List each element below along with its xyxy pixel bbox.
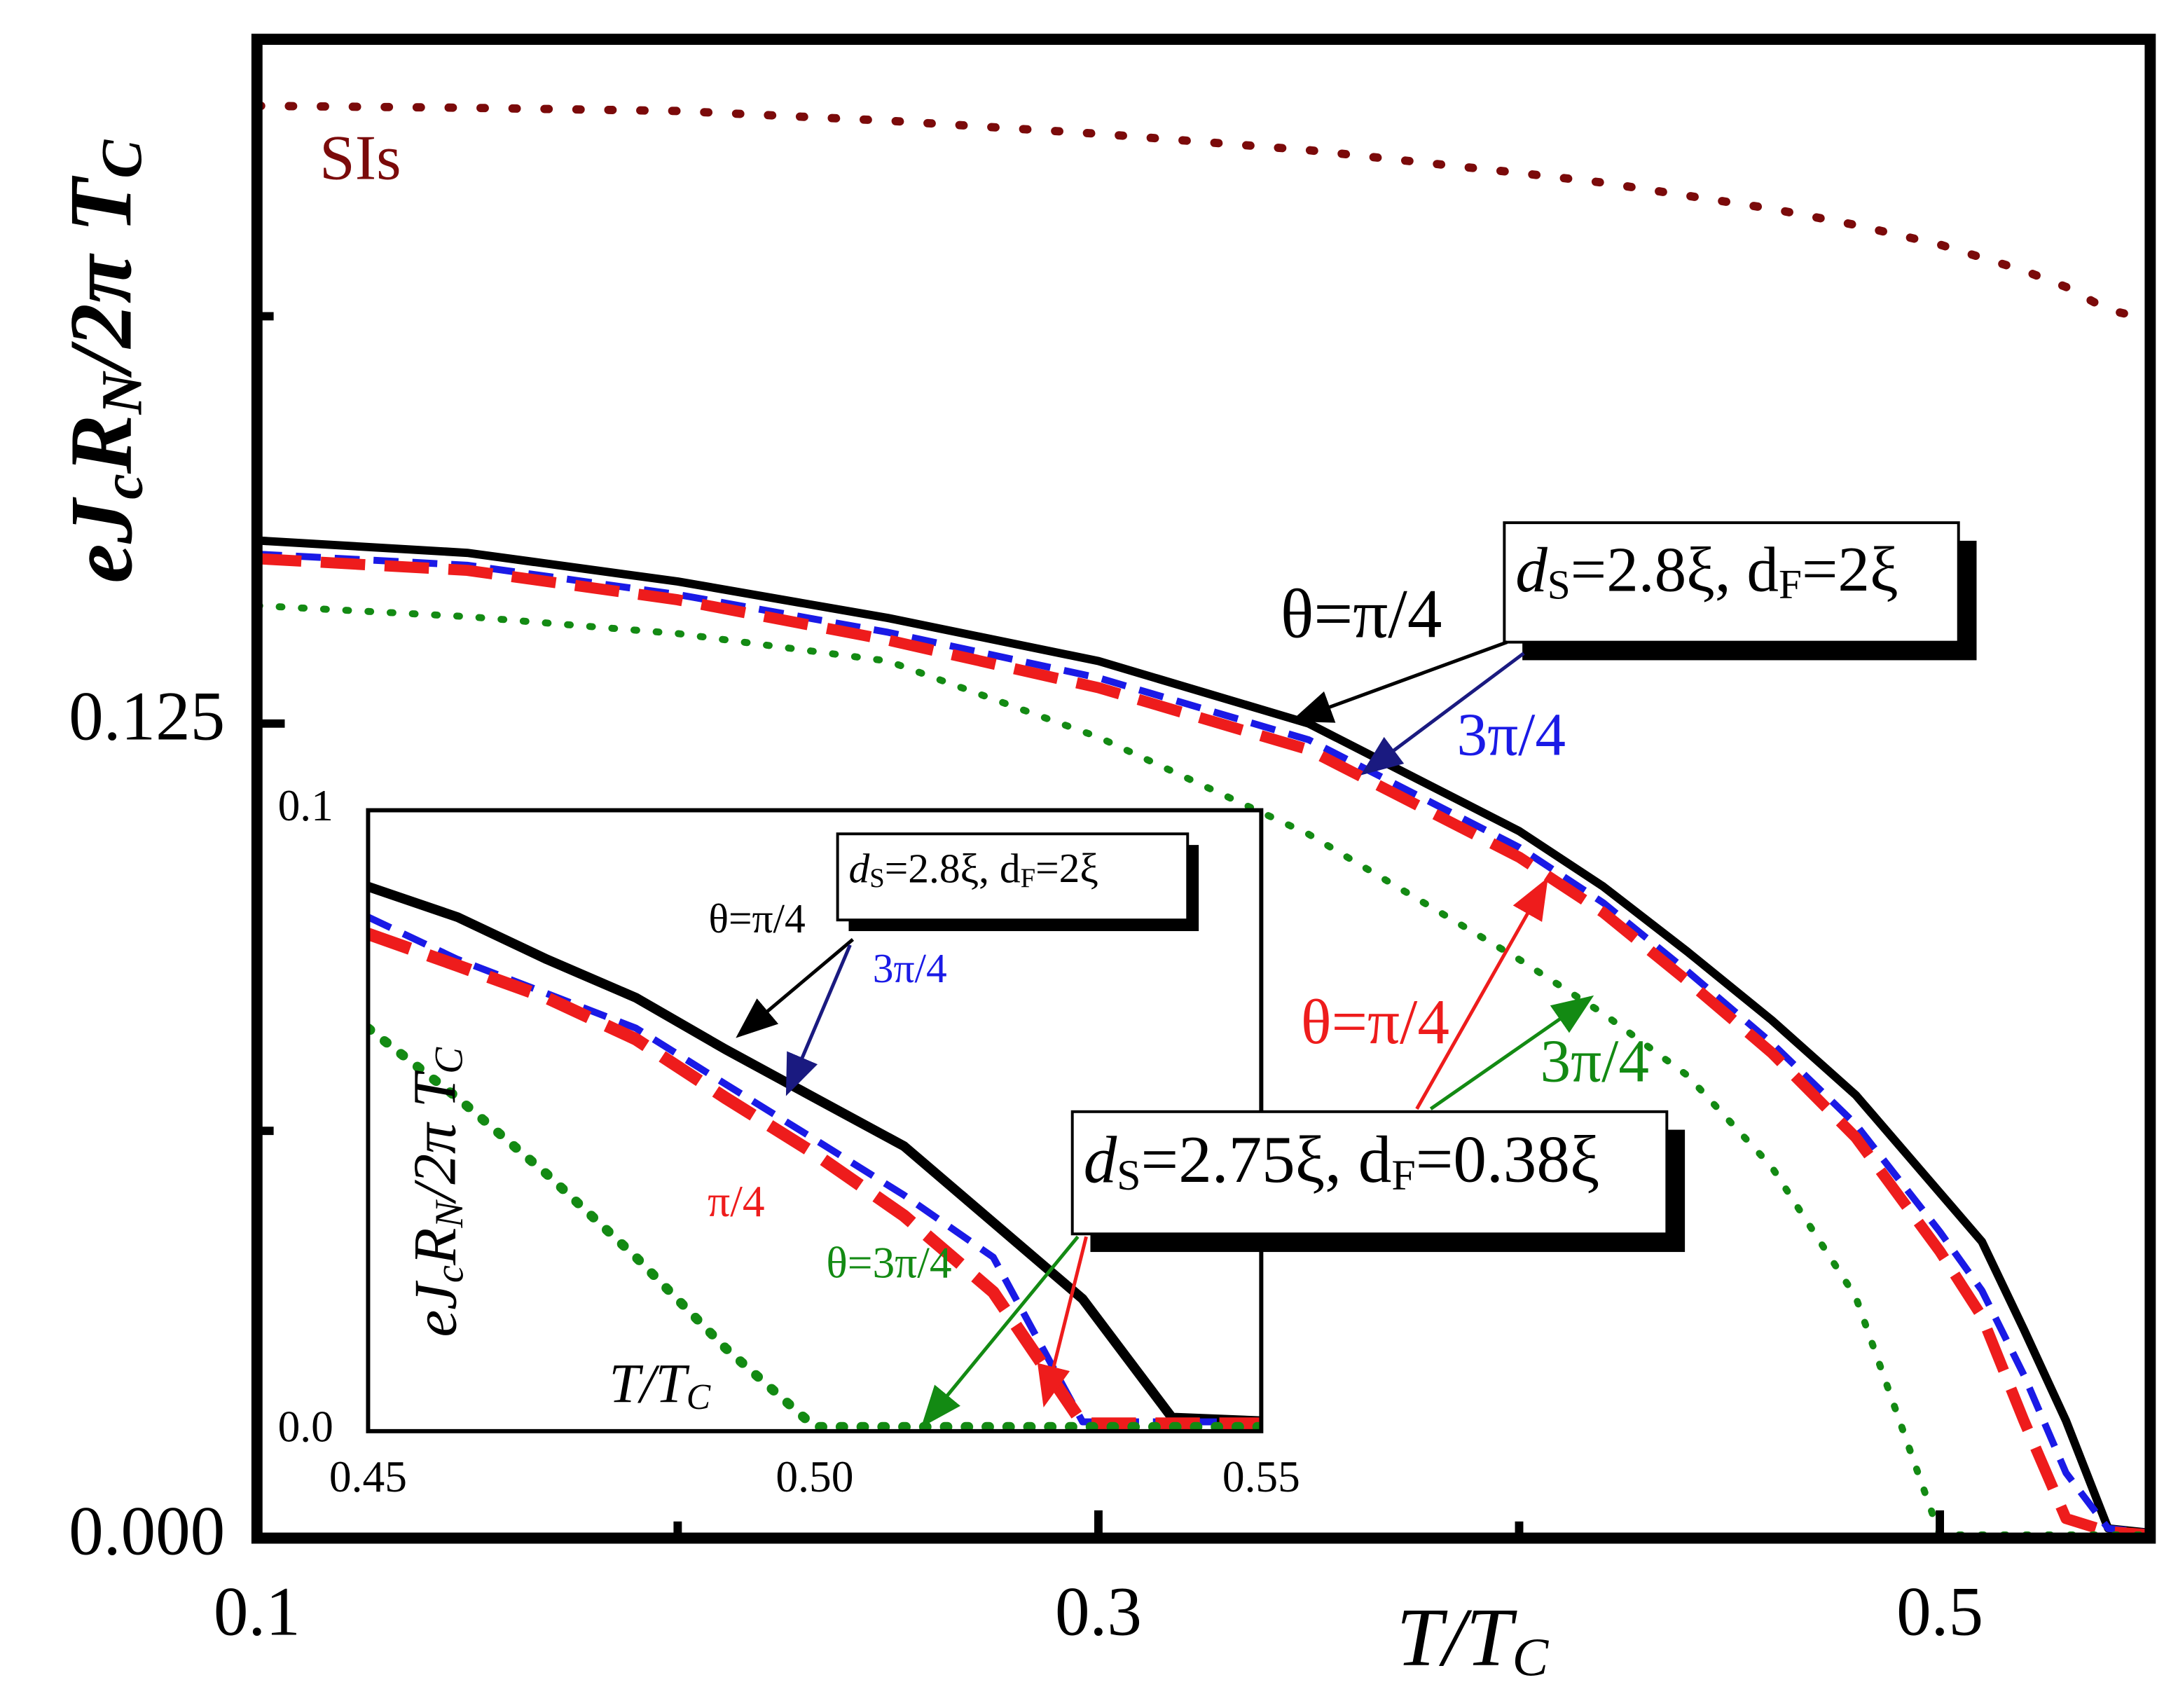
series-label: θ=π/4 <box>708 895 805 942</box>
y-axis-label-part: eJ <box>401 1280 469 1337</box>
series-label: 3π/4 <box>1540 1026 1649 1094</box>
note-text-part: F <box>1021 864 1036 893</box>
arrow <box>1429 995 1594 1110</box>
note-text: dS=2.75ξ, dF=0.38ξ <box>1084 1122 1600 1199</box>
series-label: θ=π/4 <box>1301 986 1449 1057</box>
arrow <box>1360 652 1525 776</box>
note-text-part: F <box>1779 561 1802 607</box>
y-tick-label: 0.125 <box>69 679 225 755</box>
note-text-part: =2.75ξ, d <box>1141 1122 1392 1197</box>
y-tick-label: 0.1 <box>278 780 333 830</box>
inset-plot: θ=π/43π/4π/4θ=3π/40.45 0.50 0.550.00.1T/TC… <box>278 780 1300 1501</box>
series-line <box>256 553 2151 1538</box>
series-line <box>256 102 2151 324</box>
series-label: SIs <box>319 122 401 193</box>
note-text-part: =2ξ <box>1035 845 1098 891</box>
y-tick-label: 0.000 <box>69 1493 225 1569</box>
series-label: θ=π/4 <box>1281 577 1442 653</box>
y-axis-label-part: c <box>90 474 154 500</box>
note-text: dS=2.8ξ, dF=2ξ <box>1515 534 1898 607</box>
note-box <box>1503 521 1960 644</box>
arrow <box>1037 1236 1088 1407</box>
note-text-part: S <box>1548 561 1571 607</box>
y-axis-label: eJcRN/2π TC <box>52 139 154 584</box>
series-label: 3π/4 <box>1457 700 1566 768</box>
x-axis-label: T/TC <box>1396 1591 1549 1687</box>
series-line <box>368 882 1262 1426</box>
arrow <box>921 1235 1080 1428</box>
note-text-part: =2.8ξ, d <box>1571 534 1779 605</box>
arrow <box>785 944 852 1096</box>
note-text-part: =2ξ <box>1802 534 1898 605</box>
y-axis-label-part: c <box>428 1265 472 1283</box>
note-text-part: S <box>869 864 885 893</box>
series-line <box>256 550 2151 1536</box>
x-tick-label: 0.5 <box>1896 1573 1983 1650</box>
note-text-part: =0.38ξ <box>1416 1122 1600 1196</box>
x-axis-label-part: C <box>687 1377 711 1417</box>
y-axis-label-part: eJ <box>53 497 151 583</box>
x-axis-label-part: T/T <box>1396 1591 1517 1683</box>
arrow <box>1290 640 1508 723</box>
y-axis-label-part: C <box>90 139 153 179</box>
note-text-part: F <box>1391 1152 1415 1199</box>
series-label: θ=3π/4 <box>826 1237 951 1287</box>
y-axis-label-part: /2π T <box>52 175 150 378</box>
series-label: π/4 <box>708 1176 764 1226</box>
arrow <box>736 938 855 1038</box>
note-text-part: =2.8ξ, d <box>885 845 1021 891</box>
series-line <box>256 536 2151 1537</box>
x-axis-label: T/TC <box>609 1354 711 1417</box>
y-axis-label-part: /2π T <box>401 1070 469 1204</box>
series-label: 3π/4 <box>873 945 947 991</box>
y-axis-label-part: R <box>401 1228 469 1266</box>
y-axis-label-part: N <box>90 370 154 415</box>
y-axis-label: eJcRN/2π TC <box>401 1047 472 1337</box>
note-text-part: S <box>1117 1152 1140 1199</box>
note-text-part: d <box>1515 535 1548 605</box>
note-box <box>1070 1110 1669 1236</box>
x-axis-label-part: C <box>1512 1627 1550 1687</box>
x-tick-label: 0.45 <box>329 1452 407 1501</box>
x-tick-label: 0.55 <box>1222 1452 1300 1501</box>
series-line <box>256 602 2151 1538</box>
note-text-part: d <box>848 845 869 891</box>
arrow <box>1415 877 1548 1110</box>
note-text: dS=2.8ξ, dF=2ξ <box>848 845 1098 893</box>
note-text-part: d <box>1084 1122 1117 1197</box>
y-axis-label-part: C <box>427 1047 471 1074</box>
x-tick-label: 0.50 <box>776 1452 853 1501</box>
y-axis-label-part: R <box>53 414 151 474</box>
x-tick-label: 0.1 <box>214 1573 301 1650</box>
x-axis-label-part: T/T <box>609 1354 690 1415</box>
series-line <box>368 1023 1262 1431</box>
y-tick-label: 0.0 <box>278 1401 333 1451</box>
note-box <box>836 832 1190 922</box>
plot-frame <box>251 34 2156 1544</box>
y-axis-label-part: N <box>427 1199 471 1229</box>
x-tick-label: 0.3 <box>1055 1573 1142 1650</box>
